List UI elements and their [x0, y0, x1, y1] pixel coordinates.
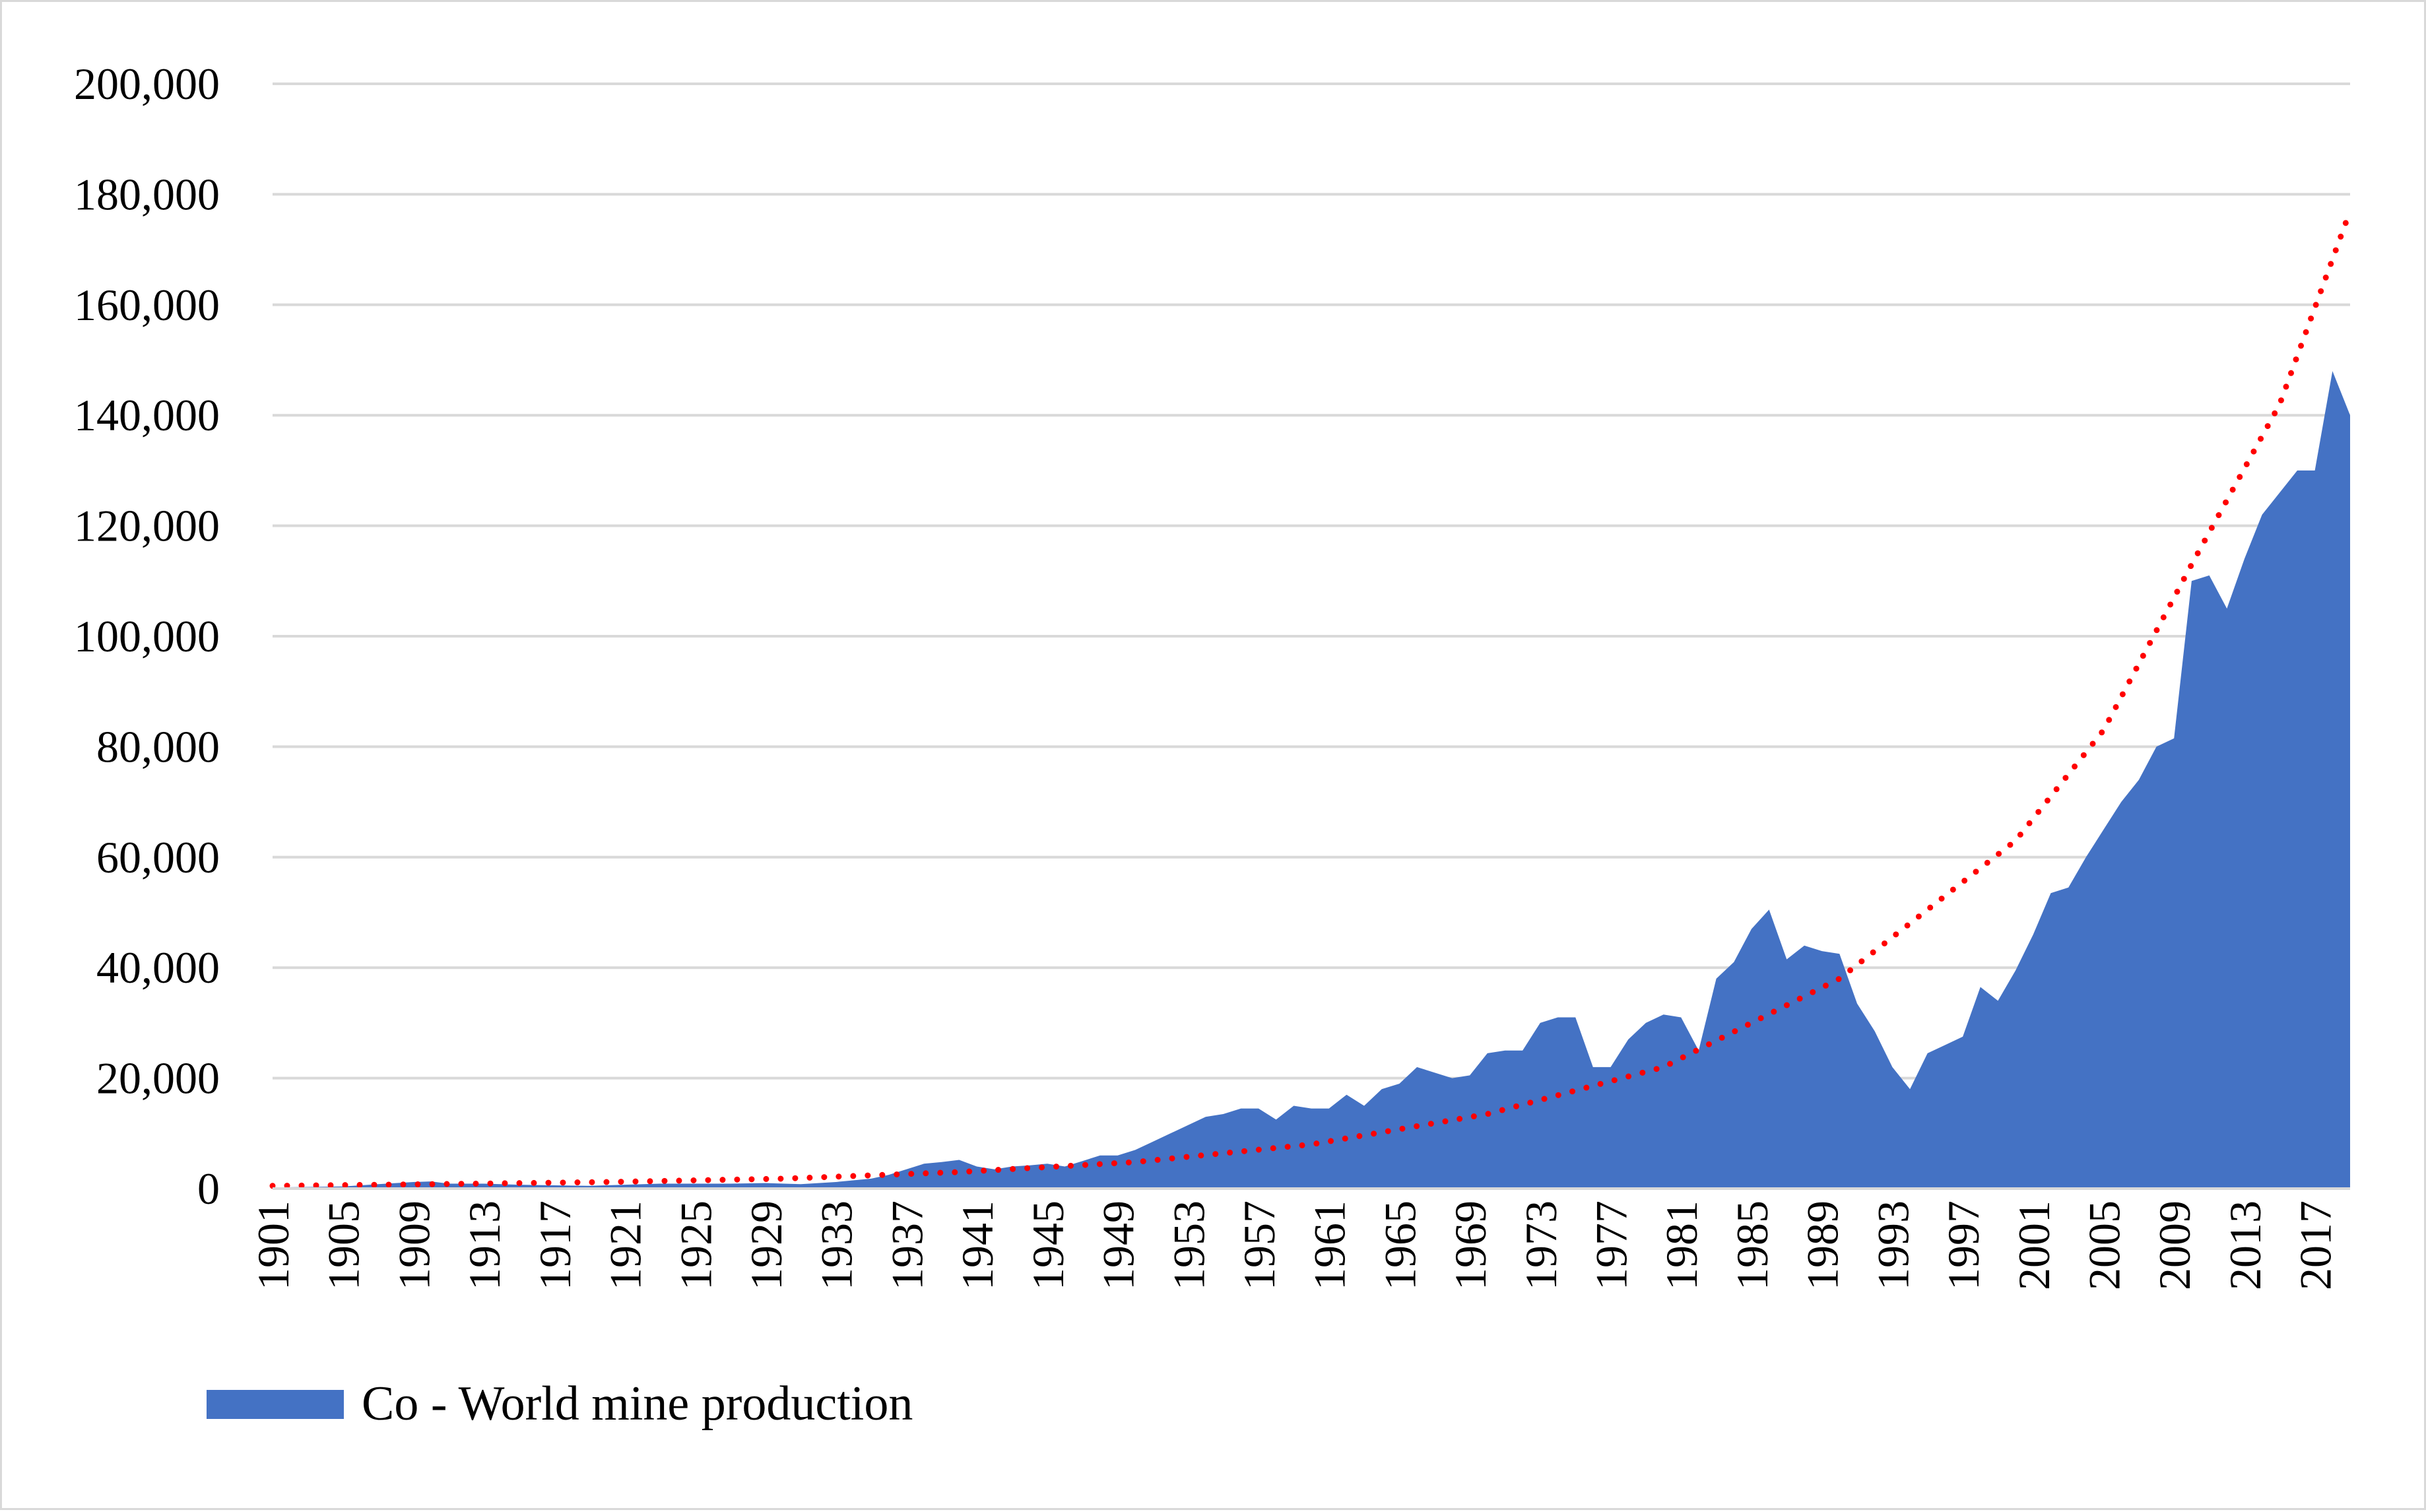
y-tick-label: 60,000 — [96, 832, 220, 882]
x-tick-label: 2013 — [2220, 1200, 2270, 1290]
x-tick-label: 1997 — [1938, 1200, 1988, 1290]
x-tick-label: 2017 — [2291, 1200, 2341, 1290]
y-tick-label: 140,000 — [74, 390, 220, 440]
x-tick-label: 1977 — [1587, 1200, 1637, 1290]
gridlines — [273, 82, 2350, 1080]
x-tick-label: 1953 — [1164, 1200, 1214, 1290]
x-tick-label: 1973 — [1516, 1200, 1566, 1290]
y-tick-label: 0 — [197, 1164, 220, 1214]
x-tick-label: 1965 — [1375, 1200, 1425, 1290]
x-tick-label: 1985 — [1727, 1200, 1777, 1290]
exponential-trendline — [269, 208, 2353, 1189]
legend-label: Co - World mine production — [362, 1377, 913, 1431]
y-tick-label: 200,000 — [74, 59, 220, 109]
y-axis-labels: 0 20,000 40,000 60,000 80,000 100,000 120,000 1… — [74, 59, 220, 1214]
x-tick-label: 1933 — [812, 1200, 862, 1290]
x-tick-label: 1917 — [530, 1200, 580, 1290]
x-tick-label: 1937 — [882, 1200, 932, 1290]
trendline-series — [269, 208, 2353, 1189]
x-axis-labels: 1901 1905 1909 1913 1917 1921 1925 1929 1933 1937… — [248, 1200, 2341, 1290]
x-tick-label: 1945 — [1023, 1200, 1073, 1290]
legend-swatch — [207, 1390, 344, 1419]
x-tick-label: 1969 — [1445, 1200, 1495, 1290]
x-tick-label: 1957 — [1234, 1200, 1284, 1290]
x-tick-label: 1905 — [319, 1200, 369, 1290]
y-tick-label: 180,000 — [74, 169, 220, 219]
x-tick-label: 2001 — [2009, 1200, 2059, 1290]
x-tick-label: 2005 — [2080, 1200, 2130, 1290]
x-tick-label: 1941 — [952, 1200, 1002, 1290]
y-tick-label: 80,000 — [96, 721, 220, 772]
production-area-series — [273, 371, 2350, 1189]
y-tick-label: 40,000 — [96, 942, 220, 993]
x-tick-label: 1925 — [671, 1200, 721, 1290]
legend: Co - World mine production — [207, 1377, 913, 1431]
y-tick-label: 100,000 — [74, 611, 220, 661]
y-tick-label: 160,000 — [74, 280, 220, 330]
x-tick-label: 1909 — [389, 1200, 439, 1290]
x-tick-label: 1913 — [459, 1200, 509, 1290]
x-tick-label: 1949 — [1094, 1200, 1144, 1290]
y-tick-label: 120,000 — [74, 501, 220, 551]
x-tick-label: 1929 — [741, 1200, 791, 1290]
x-tick-label: 1989 — [1798, 1200, 1848, 1290]
x-tick-label: 1901 — [248, 1200, 298, 1290]
x-tick-label: 1921 — [601, 1200, 651, 1290]
x-tick-label: 1961 — [1305, 1200, 1355, 1290]
x-tick-label: 1981 — [1656, 1200, 1707, 1290]
y-tick-label: 20,000 — [96, 1053, 220, 1103]
production-area — [273, 371, 2350, 1189]
x-tick-label: 1993 — [1868, 1200, 1918, 1290]
x-tick-label: 2009 — [2149, 1200, 2200, 1290]
